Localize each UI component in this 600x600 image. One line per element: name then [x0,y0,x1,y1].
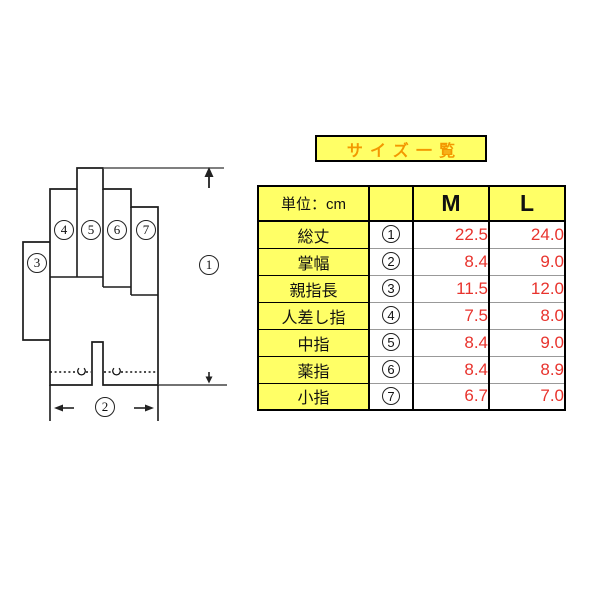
value-m: 8.4 [413,328,490,356]
row-label: 人差し指 [258,301,370,329]
circled-number: 1 [382,225,400,244]
up-arrow-icon [204,167,214,177]
page-title: サイズ一覧 [346,142,463,160]
diagram-label-middle-finger: 5 [81,220,101,240]
circled-number: 6 [382,360,400,378]
value-m: 7.5 [413,301,490,329]
left-arrow-icon [54,404,63,412]
circled-number: 2 [382,252,400,270]
row-label: 小指 [258,382,370,410]
value-m: 11.5 [413,274,490,302]
glove-diagram-svg [22,167,227,421]
right-arrow-icon [145,404,154,412]
value-l: 9.0 [489,328,565,356]
table-row: 人差し指 4 7.5 8.0 [258,301,565,329]
down-arrow-icon [205,376,213,384]
value-l: 9.0 [489,247,565,275]
value-m: 22.5 [413,220,490,248]
unit-label: 単位：cm [258,186,369,222]
size-chart-title-banner: サイズ一覧 [315,135,487,162]
value-m: 6.7 [413,382,490,410]
value-l: 7.0 [489,382,565,410]
width-extension-lines [49,385,159,421]
row-label: 掌幅 [258,247,370,275]
size-table-container: 単位：cm M L 総丈 1 22.5 24.0 掌幅 2 8.4 9.0 親指… [257,185,566,411]
row-label: 総丈 [258,220,370,248]
row-label: 中指 [258,328,370,356]
row-label: 薬指 [258,355,370,383]
table-row: 薬指 6 8.4 8.9 [258,355,565,383]
table-row: 中指 5 8.4 9.0 [258,328,565,356]
table-row: 総丈 1 22.5 24.0 [258,220,565,248]
ref-column-header [368,186,413,222]
value-l: 24.0 [489,220,565,248]
glove-diagram [0,130,250,430]
table-header-row: 単位：cm M L [258,186,565,222]
value-l: 8.0 [489,301,565,329]
value-l: 12.0 [489,274,565,302]
value-m: 8.4 [413,247,490,275]
diagram-label-total-length: 1 [199,255,219,275]
circled-number: 7 [382,386,400,405]
value-m: 8.4 [413,355,490,383]
diagram-label-palm-width: 2 [95,397,115,417]
table-row: 掌幅 2 8.4 9.0 [258,247,565,275]
loop-marker-right [112,367,121,376]
circled-number: 3 [382,279,400,297]
diagram-label-ring-finger: 6 [107,220,127,240]
table-row: 親指長 3 11.5 12.0 [258,274,565,302]
size-table: 単位：cm M L 総丈 1 22.5 24.0 掌幅 2 8.4 9.0 親指… [257,185,566,411]
finger-separator-lines [50,189,158,296]
column-header-l: L [488,186,565,222]
row-label: 親指長 [258,274,370,302]
circled-number: 4 [382,306,400,324]
table-row: 小指 7 6.7 7.0 [258,382,565,410]
diagram-label-little-finger: 7 [136,220,156,240]
diagram-label-thumb: 3 [27,253,47,273]
diagram-label-index-finger: 4 [54,220,74,240]
loop-marker-left [77,367,86,376]
column-header-m: M [412,186,489,222]
value-l: 8.9 [489,355,565,383]
circled-number: 5 [382,333,400,351]
thumb-outline [22,241,50,341]
